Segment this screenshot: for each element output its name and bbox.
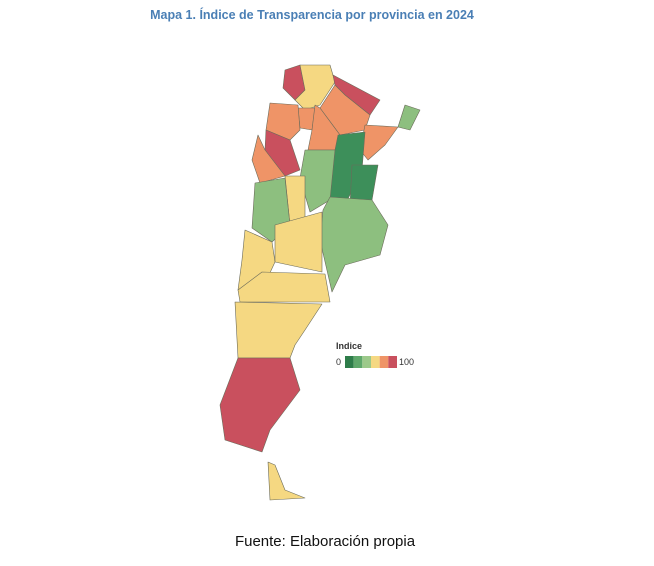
legend-swatch bbox=[388, 356, 397, 368]
legend: Indice 0 100 bbox=[336, 341, 414, 368]
province bbox=[274, 211, 323, 273]
province bbox=[219, 357, 301, 453]
province bbox=[234, 301, 323, 359]
province bbox=[397, 104, 421, 131]
legend-swatch bbox=[353, 356, 363, 368]
province bbox=[265, 102, 301, 141]
legend-min: 0 bbox=[336, 357, 341, 367]
province bbox=[294, 64, 336, 111]
province bbox=[319, 196, 389, 293]
legend-max: 100 bbox=[399, 357, 414, 367]
province bbox=[299, 149, 336, 213]
legend-swatch bbox=[345, 356, 354, 368]
legend-swatch bbox=[371, 356, 380, 368]
map-title: Mapa 1. Índice de Transparencia por prov… bbox=[150, 7, 474, 22]
legend-swatch bbox=[379, 356, 389, 368]
province bbox=[251, 134, 286, 184]
province-map bbox=[219, 64, 421, 501]
province bbox=[359, 124, 399, 161]
province bbox=[237, 271, 331, 303]
province bbox=[264, 129, 301, 177]
legend-swatch bbox=[362, 356, 371, 368]
source-note: Fuente: Elaboración propia bbox=[235, 533, 416, 550]
province bbox=[267, 461, 306, 501]
legend-title: Indice bbox=[336, 341, 362, 351]
